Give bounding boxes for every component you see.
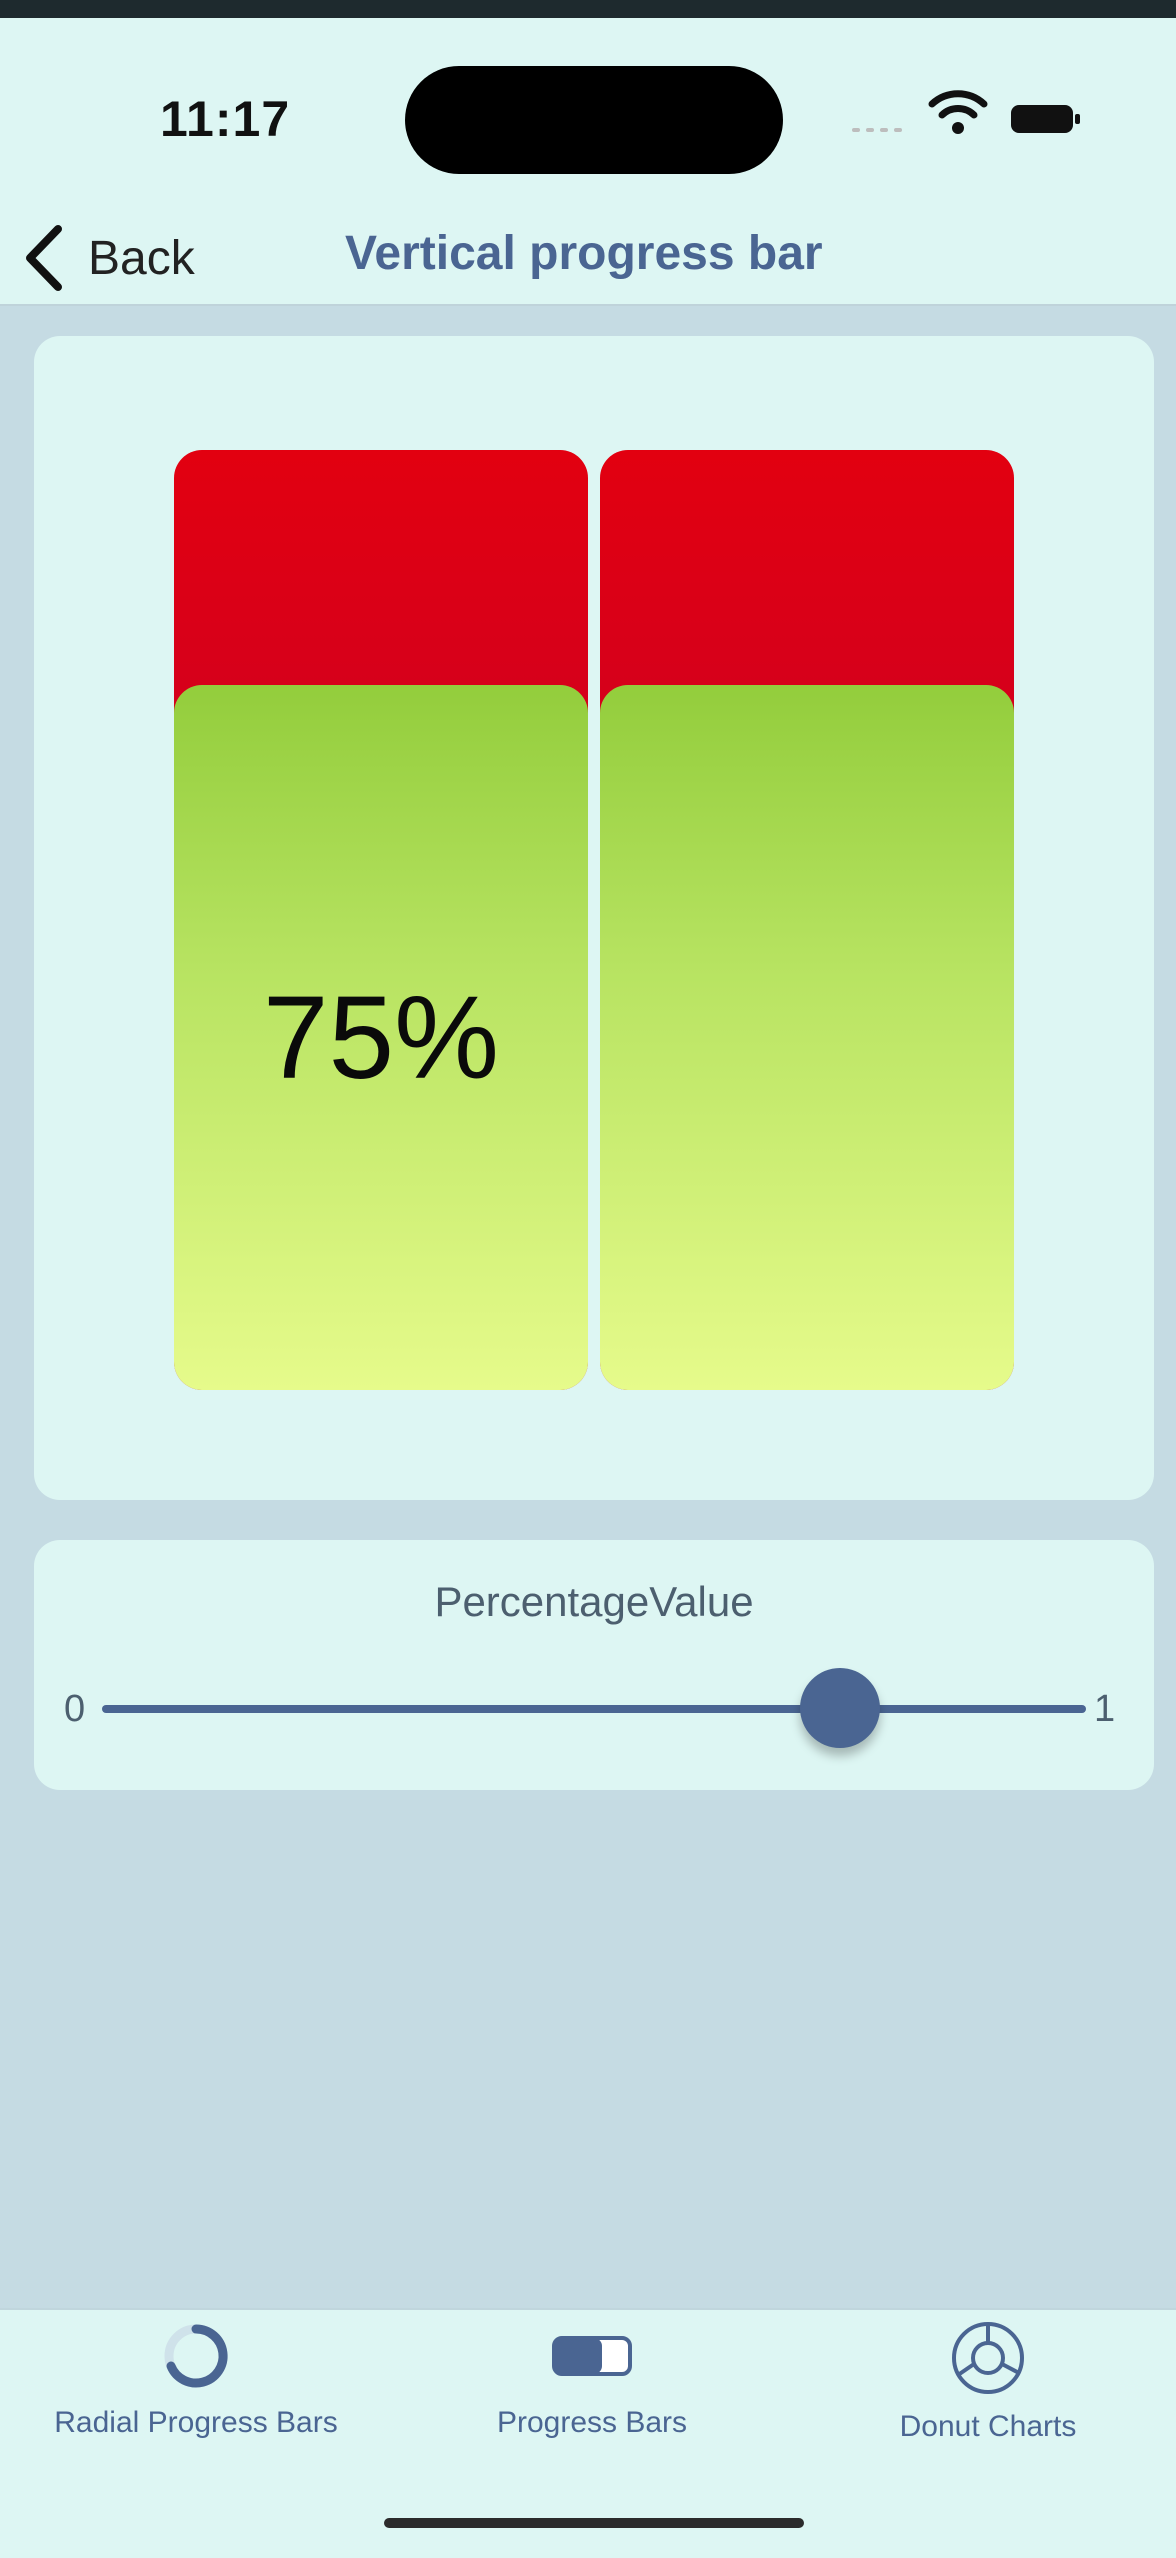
cellular-signal-icon bbox=[852, 118, 914, 132]
slider-max-label: 1 bbox=[1094, 1688, 1116, 1730]
chevron-left-icon bbox=[26, 225, 62, 291]
top-edge bbox=[0, 0, 1176, 18]
progress-bar-icon bbox=[552, 2336, 632, 2376]
dynamic-island bbox=[405, 66, 783, 174]
slider-min-label: 0 bbox=[64, 1688, 86, 1730]
tab-label: Progress Bars bbox=[496, 2406, 688, 2439]
vertical-progress-bar bbox=[600, 450, 1014, 1390]
tab-label: Donut Charts bbox=[899, 2410, 1077, 2443]
slider-card bbox=[34, 1540, 1154, 1790]
tab-donut-charts[interactable]: Donut Charts bbox=[792, 2320, 1176, 2470]
back-button[interactable]: Back bbox=[22, 218, 195, 298]
vertical-progress-bar-labeled: 75% bbox=[174, 450, 588, 1390]
page-title: Vertical progress bar bbox=[345, 227, 823, 280]
progress-percentage-label: 75% bbox=[262, 972, 500, 1104]
slider-track[interactable] bbox=[102, 1705, 1086, 1713]
tab-progress-bars[interactable]: Progress Bars bbox=[396, 2320, 788, 2470]
radial-progress-icon bbox=[164, 2324, 228, 2388]
navigation-header: 11:17 Back Vertical progress bar bbox=[0, 18, 1176, 306]
status-time: 11:17 bbox=[160, 91, 291, 147]
slider-thumb[interactable] bbox=[800, 1668, 880, 1748]
progress-fill bbox=[174, 685, 588, 1390]
slider-title: PercentageValue bbox=[434, 1578, 754, 1625]
progress-fill bbox=[600, 685, 1014, 1390]
donut-chart-icon bbox=[952, 2322, 1024, 2394]
tab-label: Radial Progress Bars bbox=[54, 2406, 338, 2439]
battery-icon bbox=[1011, 105, 1080, 133]
tab-radial-progress-bars[interactable]: Radial Progress Bars bbox=[0, 2320, 392, 2470]
home-indicator bbox=[384, 2518, 804, 2528]
back-label: Back bbox=[88, 231, 195, 285]
wifi-icon bbox=[928, 90, 988, 134]
